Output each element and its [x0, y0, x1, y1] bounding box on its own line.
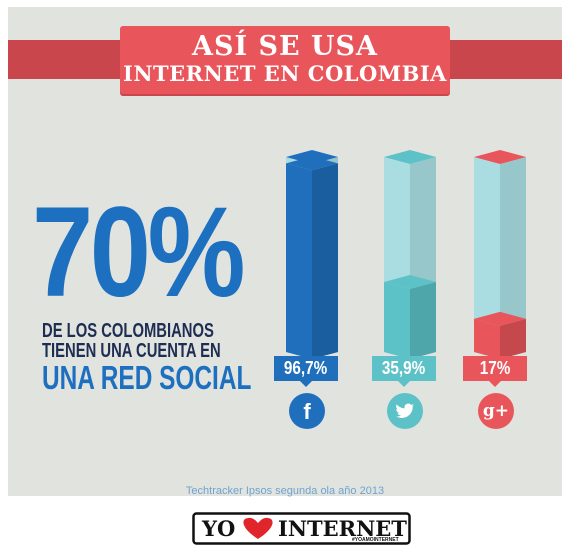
bar-facebook	[286, 150, 338, 361]
header-title-line2: INTERNET EN COLOMBIA	[123, 61, 447, 86]
header-ribbon-right	[432, 40, 562, 79]
bar-fill-left-face	[474, 318, 500, 359]
logo-text-right: INTERNET	[278, 516, 407, 541]
bar-prism	[286, 150, 338, 359]
google-plus-icon: g+	[478, 393, 514, 429]
header-title-line1: ASÍ SE USA	[192, 31, 378, 62]
value-label-facebook-text: 96,7%	[284, 358, 328, 378]
bar-top-cap	[474, 150, 526, 164]
heart-icon	[243, 517, 273, 539]
facebook-glyph: f	[303, 399, 311, 424]
google-plus-glyph: g+	[482, 401, 510, 421]
bar-fill-right-face	[312, 163, 338, 359]
bar-fill-right-face	[410, 281, 436, 359]
twitter-bird-icon	[396, 403, 414, 418]
bar-prism	[384, 150, 436, 359]
logo-text-left: YO	[202, 516, 236, 541]
bar-google-plus	[474, 150, 526, 361]
bar-track-right-face	[500, 157, 526, 359]
bar-twitter	[384, 150, 436, 361]
logo-frame	[192, 512, 411, 545]
header-ribbon-left	[8, 40, 138, 79]
bar-track-left-face	[474, 157, 500, 359]
yo-amo-internet-logo: YO INTERNET #YOAMOINTERNET	[192, 512, 411, 546]
bar-fill-top-face	[384, 274, 436, 289]
value-label-google-plus: 17%	[463, 356, 527, 387]
facebook-icon: f	[289, 393, 325, 429]
stat-text-line2: TIENEN UNA CUENTA EN	[42, 340, 221, 362]
twitter-icon	[387, 393, 423, 429]
value-label-facebook: 96,7%	[274, 356, 338, 387]
bar-prism	[474, 150, 526, 359]
label-pointer	[398, 381, 410, 387]
infographic-panel: ASÍ SE USA INTERNET EN COLOMBIA 70% DE L…	[8, 7, 562, 497]
logo-hashtag: #YOAMOINTERNET	[352, 537, 399, 543]
headline-percent: 70%	[32, 181, 245, 324]
label-pointer	[300, 381, 312, 387]
stat-text-line1: DE LOS COLOMBIANOS	[42, 320, 214, 342]
label-pointer	[489, 381, 501, 387]
bar-fill-top-face	[474, 311, 526, 326]
value-label-twitter-text: 35,9%	[382, 358, 426, 378]
value-label-twitter: 35,9%	[372, 356, 436, 387]
bar-fill-left-face	[384, 281, 410, 359]
bar-top-cap	[384, 150, 436, 164]
bar-fill-right-face	[500, 318, 526, 359]
header-banner: ASÍ SE USA INTERNET EN COLOMBIA	[120, 26, 450, 94]
stat-text-line3: UNA RED SOCIAL	[42, 359, 252, 396]
value-label-google-plus-text: 17%	[479, 358, 511, 378]
bar-fill-left-face	[286, 163, 312, 359]
source-credit: Techtracker Ipsos segunda ola año 2013	[185, 485, 385, 497]
bar-fill-top-face	[286, 156, 338, 171]
